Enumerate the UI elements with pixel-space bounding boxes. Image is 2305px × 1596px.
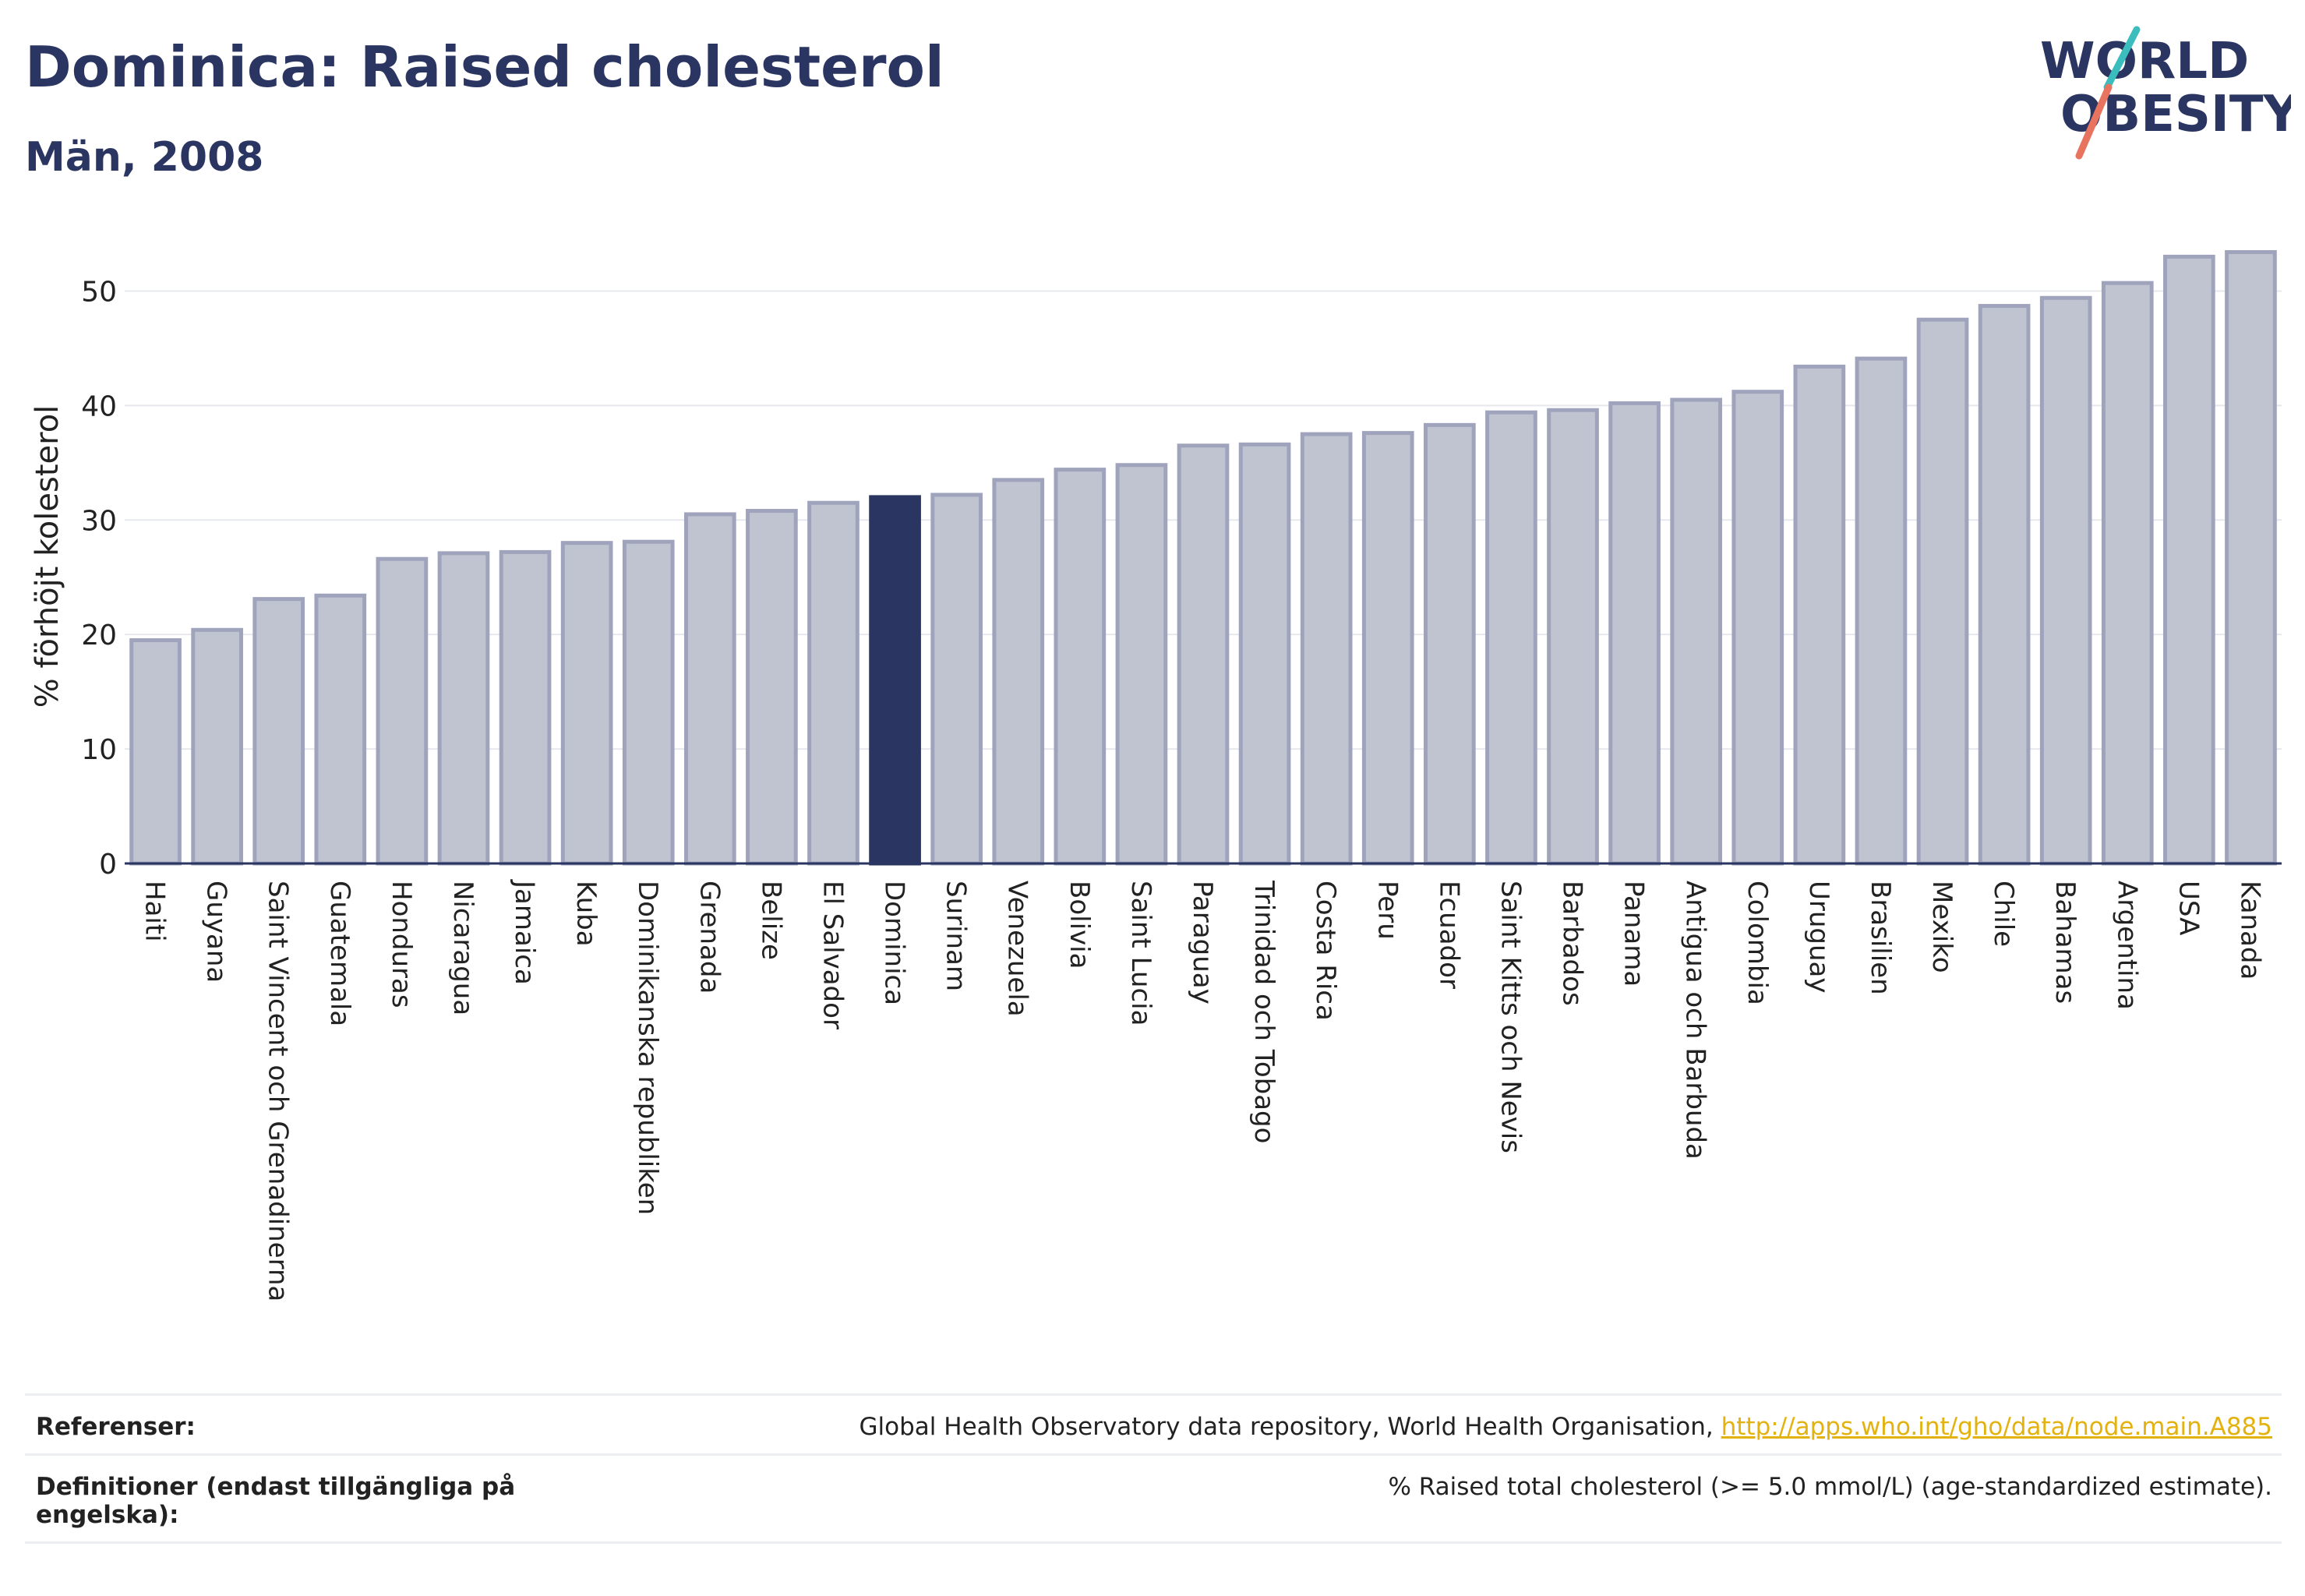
y-tick-label: 30 — [81, 505, 117, 537]
references-row: Referenser: Global Health Observatory da… — [25, 1393, 2282, 1453]
bar-chart: 0 10 20 30 40 50 Haiti Guyana Saint Vincent och… — [30, 250, 2282, 1301]
x-tick-label: Trinidad och Tobago — [1248, 880, 1280, 1143]
y-tick-label: 10 — [81, 734, 117, 766]
bar-bahamas — [2039, 295, 2092, 866]
x-tick-label: Dominica — [879, 881, 910, 1005]
references-value: Global Health Observatory data repositor… — [860, 1413, 2272, 1441]
x-tick-label: USA — [2173, 881, 2204, 935]
logo-slash-teal — [2103, 26, 2141, 91]
bar-saint-kitts-och-nevis — [1485, 410, 1537, 866]
x-tick-label: Colombia — [1742, 881, 1773, 1005]
bar-belize — [746, 509, 798, 866]
x-tick-label: Antigua och Barbuda — [1680, 881, 1711, 1160]
x-tick-label: Venezuela — [1002, 881, 1033, 1017]
logo-line1: WORLD — [2040, 33, 2249, 90]
x-tick-label: Brasilien — [1865, 881, 1896, 995]
definitions-label: Definitioner (endast tillgängliga på eng… — [36, 1473, 516, 1529]
x-tick-label: Saint Lucia — [1125, 881, 1156, 1026]
x-tick-label: Chile — [1988, 881, 2019, 947]
bar-argentina — [2101, 281, 2154, 866]
x-tick-label: Guyana — [201, 881, 232, 983]
bar-chile — [1978, 304, 2031, 866]
x-tick-label: Nicaragua — [447, 881, 478, 1015]
bar-guatemala — [314, 593, 367, 866]
bar-haiti — [129, 638, 182, 866]
bar-bolivia — [1054, 468, 1107, 866]
y-tick-label: 50 — [81, 276, 117, 308]
definitions-row: Definitioner (endast tillgängliga på eng… — [25, 1453, 2282, 1544]
x-tick-label: Guatemala — [324, 881, 355, 1026]
bar-dominikanska-republiken — [622, 539, 675, 866]
bar-guyana — [191, 627, 243, 866]
footer-table: Referenser: Global Health Observatory da… — [25, 1393, 2282, 1544]
bar-uruguay — [1793, 364, 1846, 866]
logo-slash-coral — [2075, 83, 2113, 160]
bars — [129, 250, 2277, 866]
x-tick-label: Bahamas — [2049, 881, 2081, 1004]
bar-trinidad-och-tobago — [1238, 442, 1291, 866]
x-tick-label: Mexiko — [1926, 881, 1957, 973]
bar-costa-rica — [1300, 432, 1353, 866]
x-tick-label: Costa Rica — [1310, 881, 1341, 1021]
x-tick-label: Peru — [1371, 881, 1403, 940]
bar-el-salvador — [807, 500, 860, 866]
bar-peru — [1361, 431, 1414, 866]
bar-barbados — [1547, 408, 1599, 866]
x-tick-label: Argentina — [2111, 881, 2142, 1010]
bar-honduras — [376, 556, 429, 866]
x-tick-label: Saint Vincent och Grenadinerna — [263, 881, 294, 1301]
x-tick-label: El Salvador — [817, 881, 848, 1029]
x-tick-label: Kuba — [570, 881, 602, 947]
references-label: Referenser: — [36, 1413, 196, 1441]
x-tick-label: Honduras — [386, 881, 417, 1008]
x-tick-label: Panama — [1618, 881, 1650, 987]
y-tick-label: 20 — [81, 620, 117, 651]
x-tick-label: Haiti — [139, 881, 171, 942]
x-tick-label: Kanada — [2234, 881, 2265, 980]
references-text: Global Health Observatory data repositor… — [859, 1413, 1721, 1441]
references-link[interactable]: http://apps.who.int/gho/data/node.main.A… — [1721, 1413, 2272, 1441]
x-tick-label: Uruguay — [1803, 881, 1834, 994]
bar-panama — [1608, 401, 1661, 866]
bar-brasilien — [1855, 356, 1908, 866]
bar-kanada — [2225, 250, 2277, 866]
bar-ecuador — [1423, 422, 1476, 866]
bar-grenada — [683, 512, 736, 866]
y-axis-title: % förhöjt kolesterol — [30, 405, 65, 708]
bar-saint-lucia — [1115, 463, 1168, 866]
bar-usa — [2163, 254, 2215, 866]
chart-title: Dominica: Raised cholesterol — [25, 34, 944, 100]
x-tick-label: Jamaica — [509, 879, 540, 985]
y-tick-label: 40 — [81, 390, 117, 422]
x-tick-label: Grenada — [694, 881, 725, 994]
chart-subtitle: Män, 2008 — [25, 134, 264, 181]
bar-saint-vincent-och-grenadinerna — [252, 597, 305, 866]
bar-paraguay — [1177, 443, 1230, 866]
x-tick-label: Barbados — [1557, 881, 1588, 1006]
bar-dominica — [869, 495, 921, 866]
y-tick-label: 0 — [99, 849, 117, 881]
bar-surinam — [930, 493, 983, 866]
bar-mexiko — [1916, 317, 1969, 866]
bar-antigua-och-barbuda — [1670, 397, 1723, 866]
x-tick-label: Bolivia — [1064, 881, 1095, 969]
x-tick-label: Dominikanska republiken — [632, 881, 663, 1215]
y-axis-ticks: 0 10 20 30 40 50 — [81, 276, 117, 881]
bar-colombia — [1731, 390, 1784, 866]
x-tick-label: Belize — [755, 881, 786, 960]
bar-venezuela — [992, 478, 1045, 866]
x-tick-label: Ecuador — [1433, 881, 1464, 989]
x-axis-labels: Haiti Guyana Saint Vincent och Grenadinern… — [139, 879, 2266, 1301]
bar-jamaica — [499, 549, 552, 866]
bar-kuba — [560, 541, 613, 866]
x-tick-label: Saint Kitts och Nevis — [1495, 881, 1526, 1153]
world-obesity-logo: WORLD OBESITY — [2040, 26, 2291, 160]
x-tick-label: Paraguay — [1187, 881, 1218, 1005]
x-tick-label: Surinam — [941, 881, 972, 991]
bar-nicaragua — [437, 551, 490, 866]
definitions-value: % Raised total cholesterol (>= 5.0 mmol/… — [1388, 1473, 2272, 1501]
